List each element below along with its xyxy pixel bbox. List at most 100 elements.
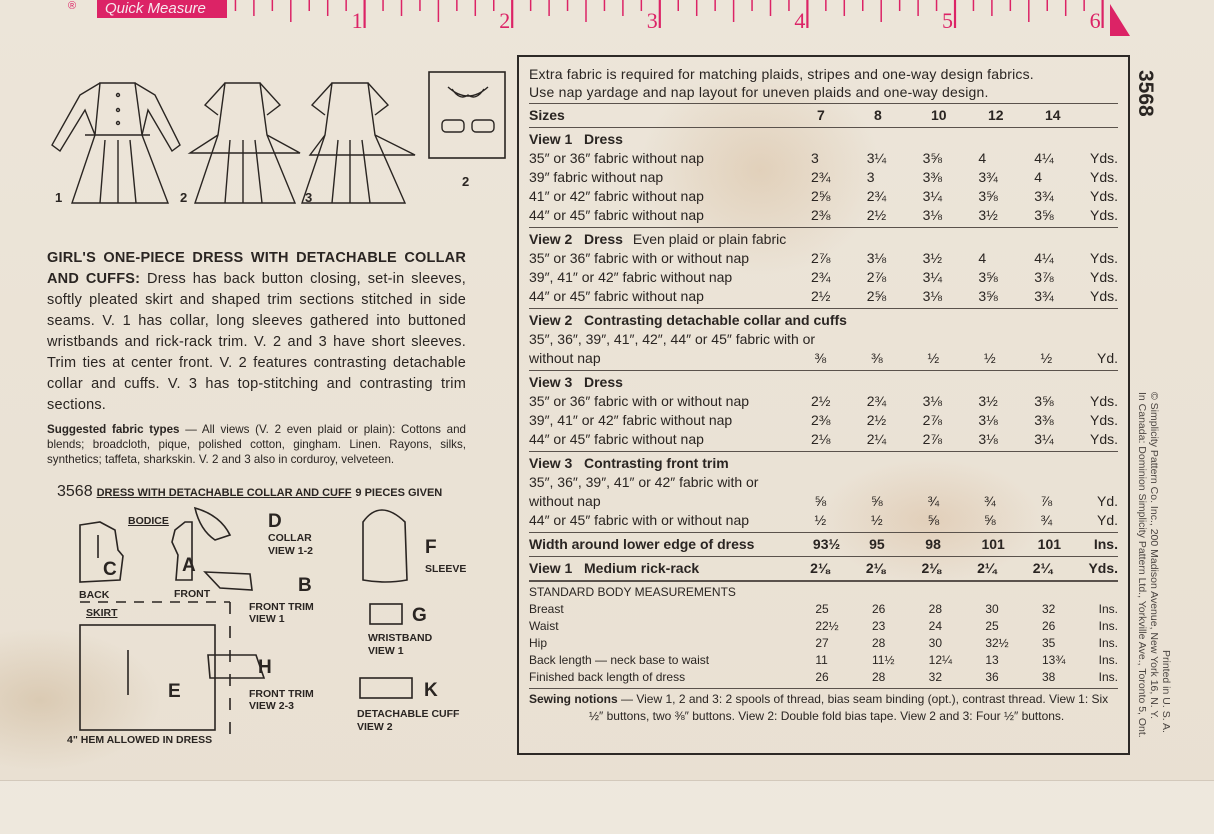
view-illustrations	[51, 71, 506, 204]
piece-k-letter: K	[424, 680, 438, 701]
row-value: ⅝	[814, 493, 827, 509]
table-row: 44″ or 45″ fabric with or without nap ½ ½ ⅝…	[529, 511, 1118, 530]
row-value: 2½	[810, 288, 831, 304]
view-number-1: 1	[55, 190, 63, 205]
row-value: 4	[978, 250, 987, 266]
row-value: 3⅜	[922, 169, 943, 185]
ruler-inch-label: 4	[794, 8, 805, 33]
row-value: 3½	[978, 207, 998, 223]
piece-f-letter: F	[425, 537, 437, 558]
ruler-inch-label: 6	[1090, 8, 1101, 33]
piece-f-shape	[362, 509, 408, 583]
view-2-dress-drawing	[187, 82, 301, 204]
row-value: 4	[1034, 169, 1042, 185]
piece-f-name: SLEEVE	[425, 563, 467, 575]
width-row: Width around lower edge of dress 93½ 95 98 1…	[529, 535, 1118, 554]
section-title: View 2 Contrasting detachable collar and…	[529, 312, 847, 328]
row-unit: Yds.	[1090, 207, 1119, 223]
sewing-notions: Sewing notions — View 1, 2 and 3: 2 spoo…	[529, 692, 1109, 723]
row-value: 3½	[922, 250, 943, 266]
row-unit: Yds.	[1090, 188, 1119, 204]
row-value: ⅞	[1040, 493, 1053, 509]
pieces-title: DRESS WITH DETACHABLE COLLAR AND CUFF	[96, 487, 352, 499]
row-value: 36	[985, 670, 999, 684]
pattern-description: GIRL'S ONE-PIECE DRESS WITH DETACHABLE C…	[47, 248, 466, 416]
body-row: Hip 27 28 30 32½ 35 Ins.	[529, 635, 1118, 652]
row-value: 93½	[812, 536, 841, 552]
row-value: 4¼	[1034, 250, 1054, 266]
row-value: 26	[815, 670, 829, 684]
piece-k-view: VIEW 2	[357, 721, 393, 733]
view-1-dress-drawing	[51, 82, 181, 204]
row-value: 26	[1042, 619, 1056, 633]
row-unit: Yd.	[1096, 350, 1118, 366]
row-value: 2⅝	[810, 188, 831, 204]
row-value: 98	[925, 536, 941, 552]
ruler-end-arrow	[1110, 4, 1130, 36]
row-value: ½	[1040, 350, 1053, 366]
row-unit: Yds.	[1090, 288, 1119, 304]
row-label: 44″ or 45″ fabric with or without nap	[529, 512, 750, 528]
copyright-block: © Simplicity Pattern Co. Inc., 200 Madis…	[1136, 392, 1160, 738]
ruler-inch-label: 1	[352, 8, 363, 33]
body-row: Finished back length of dress 26 28 32 36 38 I…	[529, 669, 1118, 686]
yardage-chart: Extra fabric is required for matching pl…	[517, 55, 1130, 755]
piece-e-shape	[79, 624, 216, 731]
row-value: 2½	[866, 207, 887, 223]
piece-d-shape	[193, 506, 232, 541]
row-value: ¾	[927, 493, 940, 509]
row-label: 35″ or 36″ fabric with or without nap	[529, 393, 750, 409]
row-value: 2¾	[810, 269, 831, 285]
row-value: 32	[928, 670, 943, 684]
piece-h-letter: H	[258, 657, 272, 678]
row-value: 3	[866, 169, 875, 185]
ruler-inch-label: 5	[942, 8, 953, 33]
row-value: ⅝	[927, 512, 940, 528]
row-label: 44″ or 45″ fabric without nap	[529, 207, 704, 223]
row-value: 22½	[815, 619, 839, 633]
row-value: ⅜	[814, 350, 827, 366]
body-row: Breast 25 26 28 30 32 Ins.	[529, 601, 1118, 618]
row-value: 11	[815, 653, 828, 667]
printed-in-usa: Printed in U. S. A.	[1160, 650, 1172, 733]
row-value: 4¼	[1034, 150, 1054, 166]
table-row: 39″, 41″ or 42″ fabric without nap 2¾ 2⅞ 3¼…	[529, 268, 1118, 287]
row-label: without nap	[529, 493, 601, 509]
piece-g-name: WRISTBAND	[368, 632, 433, 644]
row-unit: Yds.	[1090, 169, 1119, 185]
row-value: 30	[928, 636, 943, 650]
row-unit: Yds.	[1090, 150, 1119, 166]
row-value: 30	[985, 602, 999, 616]
piece-d-view: VIEW 1-2	[268, 545, 313, 557]
row-value: 101	[1037, 536, 1062, 552]
section-title: View 3 Contrasting front trim	[529, 455, 729, 471]
row-label: 44″ or 45″ fabric without nap	[529, 288, 704, 304]
row-unit: Ins.	[1098, 602, 1119, 616]
row-value: ⅝	[870, 493, 883, 509]
row-value: 3⅝	[978, 269, 998, 285]
table-row: 35″ or 36″ fabric without nap 3 3¼ 3⅝ 4 4¼ Yds…	[529, 149, 1118, 168]
table-row: 44″ or 45″ fabric without nap 2½ 2⅝ 3⅛ 3⅝ 3¾ Y…	[529, 287, 1118, 306]
pieces-heading: 3568 DRESS WITH DETACHABLE COLLAR AND CUF…	[57, 483, 442, 501]
piece-a-letter: A	[182, 555, 196, 576]
side-pattern-number: 3568	[1134, 70, 1157, 117]
pattern-number: 3568	[57, 483, 93, 500]
description-title: GIRL'S ONE-PIECE DRESS WITH DETACHABLE C…	[47, 250, 466, 287]
row-value: 2¼	[977, 560, 997, 576]
row-value: 3⅛	[922, 288, 943, 304]
table-row: 44″ or 45″ fabric without nap 2⅛ 2¼ 2⅞ 3⅛ 3¼ Y…	[529, 430, 1118, 449]
row-unit: Ins.	[1098, 619, 1119, 633]
row-value: 28	[871, 670, 886, 684]
row-label: 39″, 41″ or 42″ fabric without nap	[529, 412, 733, 428]
piece-d-letter: D	[268, 511, 282, 532]
body-row: Waist 22½ 23 24 25 26 Ins.	[529, 618, 1118, 635]
row-value: 3½	[978, 393, 998, 409]
row-value: 2½	[866, 412, 887, 428]
row-value: 28	[928, 602, 943, 616]
table-row: 35″ or 36″ fabric with or without nap 2⅞ 3…	[529, 249, 1118, 268]
piece-c-shape	[79, 521, 124, 583]
suggested-fabrics: Suggested fabric types — All views (V. 2…	[47, 422, 466, 467]
body-row: Back length — neck base to waist 11 11½ 12¼…	[529, 652, 1118, 669]
fabrics-body: — All views (V. 2 even plaid or plain): …	[47, 423, 466, 466]
piece-g-view: VIEW 1	[368, 645, 404, 657]
